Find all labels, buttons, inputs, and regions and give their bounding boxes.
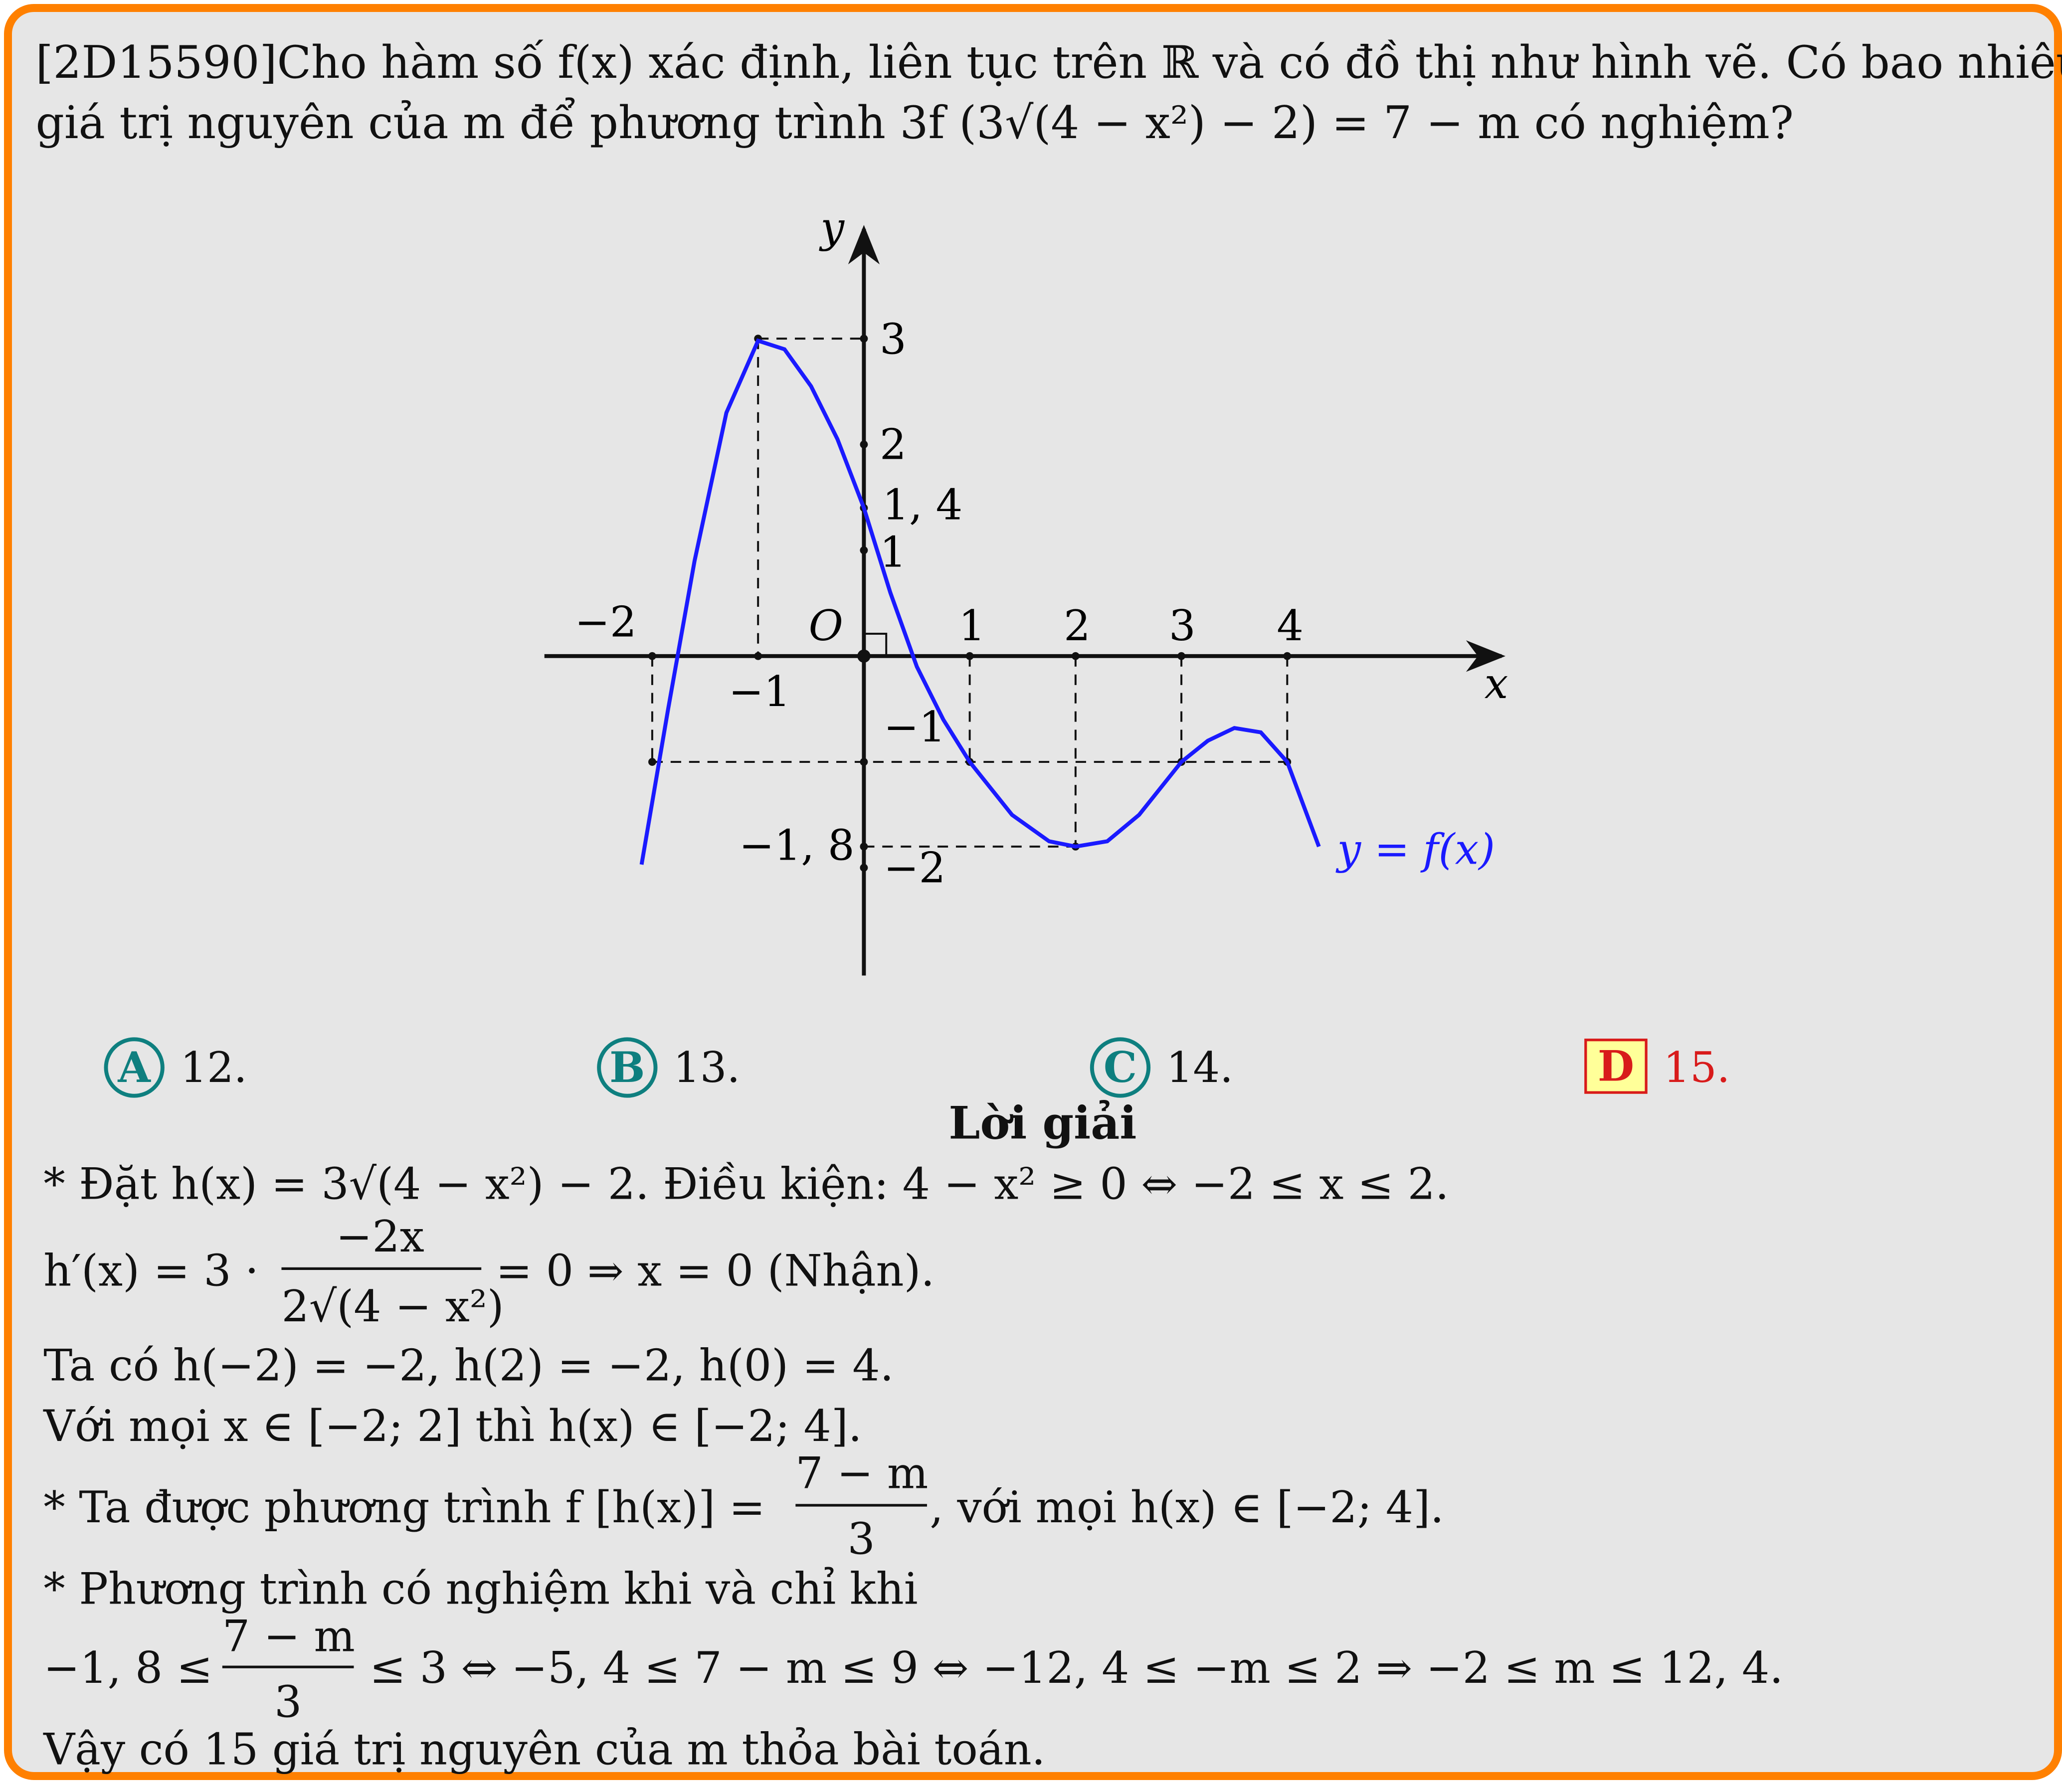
y-tick-dot: [860, 440, 868, 449]
y-tick-neg2: −2: [884, 843, 945, 892]
x-tick-dot: [1283, 652, 1292, 660]
option-b-badge: B: [597, 1037, 658, 1098]
problem-line-2: giá trị nguyên của m để phương trình 3f …: [35, 97, 1794, 150]
x-tick-1: 1: [958, 601, 985, 650]
x-tick-3: 3: [1169, 601, 1196, 650]
x-tick-neg1: −1: [729, 667, 790, 716]
solution-line-2b: = 0 ⇒ x = 0 (Nhận).: [496, 1245, 935, 1296]
solution-title: Lời giải: [948, 1097, 1137, 1151]
solution-line-3: Ta có h(−2) = −2, h(2) = −2, h(0) = 4.: [43, 1339, 894, 1391]
guide-lines: [651, 338, 1289, 848]
x-tick-dot: [754, 652, 762, 660]
solution-line-7-den: 3: [274, 1676, 302, 1728]
y-tick-3: 3: [880, 315, 907, 363]
solution-line-7a: −1, 8 ≤: [43, 1642, 213, 1693]
origin-corner: [863, 633, 888, 657]
solution-line-2a: h′(x) = 3 ·: [43, 1245, 259, 1296]
x-tick-dot: [965, 652, 974, 660]
fraction-bar-2: [795, 1504, 927, 1507]
origin-dot: [857, 649, 871, 663]
fraction-bar-3: [222, 1665, 354, 1668]
x-tick-2: 2: [1064, 601, 1091, 650]
option-a-text: 12.: [180, 1042, 247, 1093]
x-tick-4: 4: [1277, 601, 1304, 650]
curve-label: y = f(x): [1335, 825, 1495, 874]
curve-f: [639, 338, 1321, 865]
solution-line-5b: , với mọi h(x) ∈ [−2; 4].: [930, 1481, 1444, 1533]
solution-line-5-den: 3: [847, 1513, 875, 1565]
y-tick-dot: [860, 546, 868, 554]
solution-line-2-num: −2x: [336, 1211, 424, 1262]
problem-card: [2D15590]Cho hàm số f(x) xác định, liên …: [4, 4, 2062, 1780]
y-tick-dot: [860, 335, 868, 343]
solution-line-7-num: 7 − m: [222, 1610, 355, 1662]
option-b-text: 13.: [673, 1042, 741, 1093]
y-tick-1: 1: [880, 528, 907, 577]
fraction-bar-1: [281, 1267, 482, 1270]
key-point-dot: [648, 758, 656, 766]
option-c-text: 14.: [1166, 1042, 1233, 1093]
origin-label: O: [809, 601, 843, 650]
x-tick-dot: [1071, 652, 1080, 660]
option-a-badge: A: [104, 1037, 165, 1098]
y-tick-1-4: 1, 4: [882, 481, 962, 530]
solution-line-6: * Phương trình có nghiệm khi và chỉ khi: [43, 1563, 918, 1614]
solution-line-7b: ≤ 3 ⇔ −5, 4 ≤ 7 − m ≤ 9 ⇔ −12, 4 ≤ −m ≤ …: [370, 1642, 1784, 1693]
option-d-text: 15.: [1663, 1042, 1730, 1093]
solution-line-1: * Đặt h(x) = 3√(4 − x²) − 2. Điều kiện: …: [43, 1158, 1449, 1210]
x-tick-neg2: −2: [574, 597, 636, 646]
axis-y-label: y: [818, 203, 845, 252]
solution-line-8: Vậy có 15 giá trị nguyên của m thỏa bài …: [43, 1723, 1046, 1775]
solution-line-2-den: 2√(4 − x²): [281, 1280, 504, 1332]
y-tick-dot: [860, 864, 868, 872]
y-tick-neg1: −1: [884, 703, 945, 751]
x-tick-dot: [1177, 652, 1185, 660]
solution-line-4: Với mọi x ∈ [−2; 2] thì h(x) ∈ [−2; 4].: [43, 1400, 862, 1451]
option-c-badge: C: [1090, 1037, 1151, 1098]
y-tick-dot: [860, 842, 868, 851]
content-scale: [2D15590]Cho hàm số f(x) xác định, liên …: [12, 12, 2062, 1792]
y-tick-neg1-8: −1, 8: [739, 821, 855, 870]
x-tick-dot: [648, 652, 656, 660]
y-tick-2: 2: [880, 420, 907, 469]
function-graph: y x O −2 −1 1 2 3 4 3 2 1, 4 1 −1 −1, 8 …: [544, 203, 1508, 976]
solution-line-5-num: 7 − m: [795, 1447, 929, 1499]
y-tick-dot: [860, 758, 868, 766]
axis-x-label: x: [1485, 659, 1508, 708]
problem-line-1: [2D15590]Cho hàm số f(x) xác định, liên …: [35, 37, 2062, 90]
option-d-badge: D: [1584, 1039, 1648, 1094]
solution-line-5a: * Ta được phương trình f [h(x)] =: [43, 1481, 765, 1533]
